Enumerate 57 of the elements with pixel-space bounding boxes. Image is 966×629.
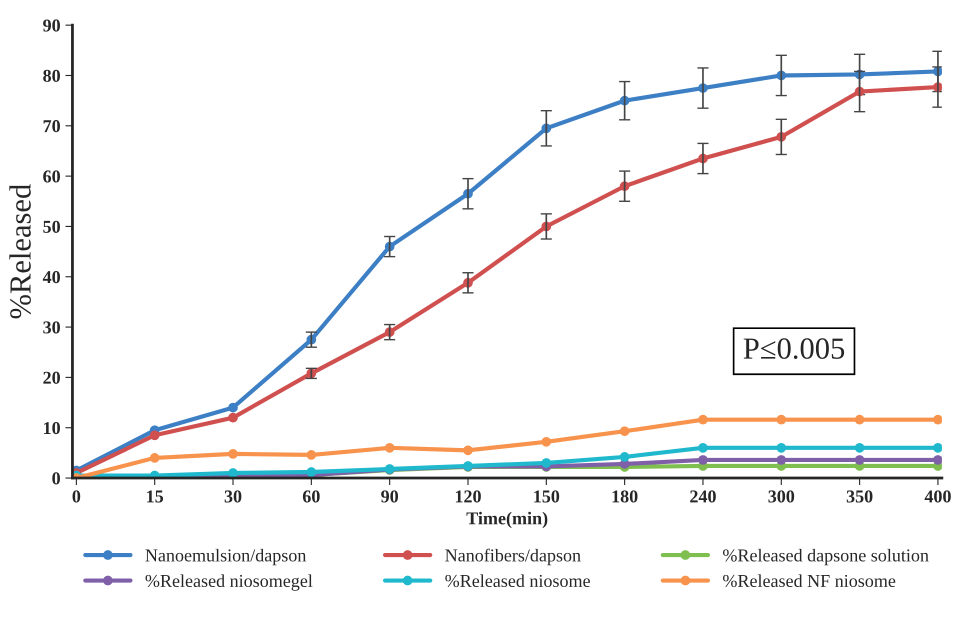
point <box>776 442 786 453</box>
y-tick-label: 20 <box>43 372 60 384</box>
x-tick-label: 400 <box>924 490 951 503</box>
x-tick-label: 15 <box>147 490 164 503</box>
point <box>150 430 160 440</box>
y-tick-label: 50 <box>43 220 60 233</box>
legend-label: %Released NF niosome <box>723 574 896 588</box>
point <box>620 452 630 462</box>
point <box>698 455 708 465</box>
y-tick-label: 70 <box>44 120 60 132</box>
point <box>933 414 942 425</box>
y-tick-label: 40 <box>42 271 60 284</box>
point <box>228 468 238 478</box>
y-tick-label: 0 <box>52 472 60 484</box>
y-tick-label: 60 <box>43 170 60 183</box>
legend-label: %Released niosome <box>445 574 590 588</box>
x-tick-label: 30 <box>224 490 242 503</box>
point <box>776 414 786 425</box>
legend-label: %Released niosomegel <box>146 574 312 591</box>
x-tick-label: 60 <box>302 490 320 503</box>
x-tick-label: 300 <box>768 490 794 503</box>
x-tick-label: 90 <box>381 490 398 503</box>
annotation: P≤0.005 <box>744 338 844 360</box>
legend-label: %Released dapsone solution <box>723 548 929 566</box>
point <box>698 442 708 453</box>
point <box>306 467 316 477</box>
x-tick-label: 350 <box>846 490 872 503</box>
x-tick-label: 180 <box>612 490 638 503</box>
point <box>933 455 942 465</box>
x-tick-label: 240 <box>690 490 716 503</box>
point <box>698 414 708 425</box>
point <box>620 426 630 436</box>
x-axis-title: Time(min) <box>466 512 548 528</box>
point <box>384 442 395 453</box>
point <box>541 458 552 468</box>
point <box>541 436 552 447</box>
y-tick-label: 90 <box>43 19 60 32</box>
x-tick-label: 0 <box>72 490 80 503</box>
point <box>854 442 864 453</box>
point <box>463 446 473 456</box>
point <box>933 442 942 453</box>
point <box>776 455 786 465</box>
point <box>854 455 864 465</box>
x-tick-label: 150 <box>534 490 560 503</box>
y-tick-label: 30 <box>43 321 60 334</box>
point <box>228 449 238 459</box>
point <box>854 414 864 425</box>
point <box>150 453 160 463</box>
legend-label: Nanofibers/dapson <box>445 548 581 566</box>
y-tick-label: 10 <box>44 422 60 434</box>
point <box>228 412 238 423</box>
legend-label: Nanoemulsion/dapson <box>145 548 306 566</box>
y-axis-title: %Released <box>9 184 31 318</box>
point <box>228 402 238 412</box>
point <box>306 450 316 460</box>
x-tick-label: 120 <box>456 490 481 503</box>
y-tick-label: 80 <box>43 70 60 82</box>
